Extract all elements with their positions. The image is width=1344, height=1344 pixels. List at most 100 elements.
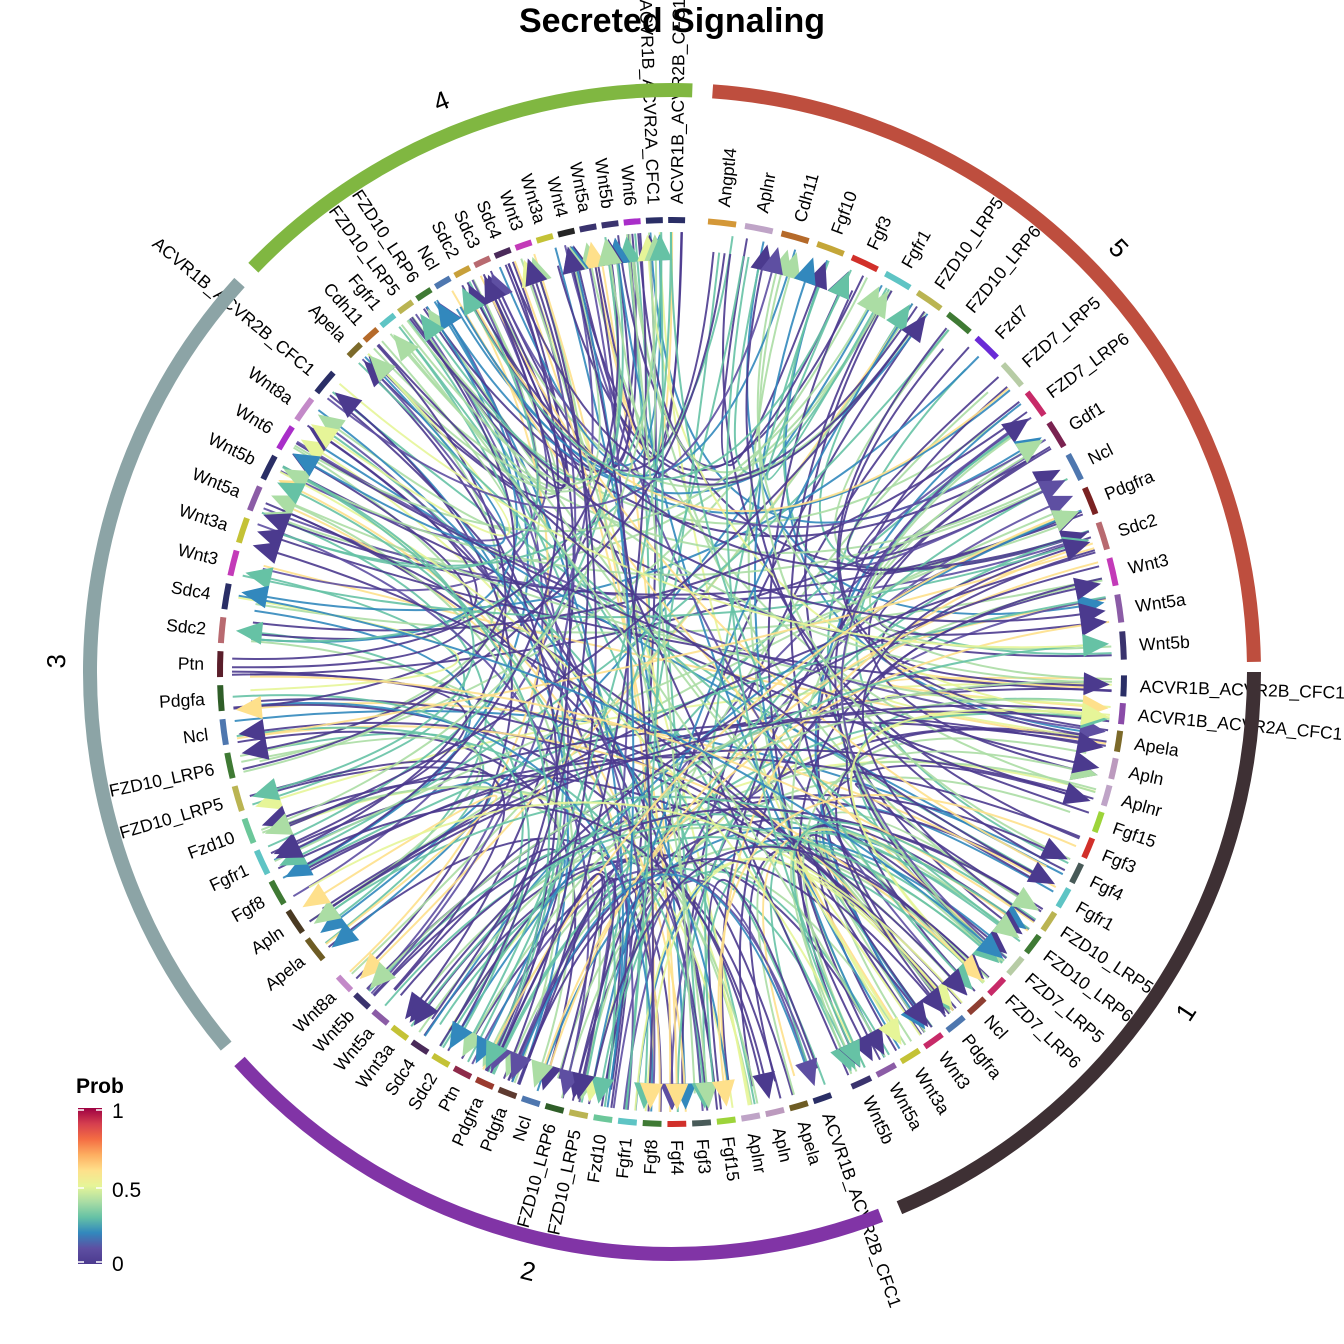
sector-sdc2: [453, 265, 472, 279]
chord: [377, 343, 1042, 879]
chord: [588, 845, 977, 1105]
sector-apela: [788, 1100, 809, 1112]
chord: [498, 250, 662, 467]
chord: [834, 386, 1008, 950]
arrowhead: [1001, 418, 1030, 443]
sector-label: Fgf15: [718, 1135, 743, 1182]
sector-wnt4: [557, 227, 576, 238]
chord: [323, 353, 511, 537]
sector-wnt8a: [294, 397, 315, 422]
sector-sdc2: [1095, 521, 1110, 551]
arrowhead: [317, 414, 346, 439]
chord: [493, 288, 850, 1076]
arrowhead: [975, 932, 1004, 959]
chord: [329, 394, 716, 1092]
chord: [251, 702, 1057, 888]
chord: [251, 232, 663, 643]
sector-label: Fgf4: [1087, 871, 1127, 905]
chord: [299, 748, 1094, 873]
sector-fzd7_lrp6: [987, 976, 1007, 997]
sector-fzd7_lrp5: [1000, 362, 1024, 388]
sector-fgf10: [816, 241, 845, 257]
sector-label: Wnt8a: [244, 363, 297, 409]
arrowhead: [1039, 837, 1068, 860]
chord: [467, 231, 672, 1043]
chord: [489, 873, 604, 1079]
chord: [725, 256, 866, 1068]
chord: [274, 516, 1065, 863]
arrowhead: [1050, 510, 1080, 532]
legend-tick-0-5: 0.5: [112, 1179, 141, 1202]
sector-ncl: [1065, 453, 1084, 481]
sector-fzd7_lrp6: [1024, 390, 1047, 417]
sector-fgfr1: [253, 849, 271, 876]
legend: Prob 1 0.5 0: [76, 1075, 141, 1276]
sector-acvr1b_acvr2a_cfc1: [1118, 702, 1126, 725]
chord: [282, 465, 1076, 798]
legend-tick-0: 0: [112, 1253, 124, 1276]
sector-angptl4: [707, 218, 737, 228]
sector-label: Sdc2: [1115, 510, 1159, 541]
sector-fzd10_lrp6: [415, 287, 433, 302]
sector-fzd10_lrp5: [231, 785, 245, 812]
group-label-4: 4: [429, 84, 454, 117]
arrowhead: [1082, 634, 1110, 657]
sector-fgfr1: [379, 312, 397, 329]
arrowhead: [1078, 603, 1106, 626]
chord: [411, 316, 1094, 684]
chord: [289, 344, 507, 853]
sector-aplnr: [744, 222, 774, 235]
sector-label: Wnt5b: [1139, 632, 1191, 655]
sector-fgf8: [642, 1120, 662, 1127]
sector-ncl: [219, 718, 229, 746]
sector-fgf3: [692, 1119, 712, 1127]
chord: [479, 275, 1047, 868]
chord: [414, 261, 575, 1008]
sector-label: Fgf10: [827, 188, 862, 237]
arrowhead: [903, 999, 929, 1028]
sector-fzd10: [241, 817, 257, 845]
arrowhead: [283, 469, 313, 492]
arrowhead: [462, 287, 485, 317]
sector-wnt5a: [247, 485, 263, 512]
chord: [520, 258, 709, 1093]
sector-fzd10_lrp6: [544, 1103, 565, 1114]
arrowhead: [752, 1071, 775, 1099]
sector-label: Wnt3: [1126, 549, 1170, 578]
arrowhead: [331, 922, 360, 948]
chord: [471, 868, 815, 1070]
arrowhead: [485, 1039, 508, 1069]
arrowhead: [1015, 439, 1044, 464]
chord: [277, 513, 1084, 596]
chord: [373, 347, 1051, 554]
sector-label: Cdh11: [790, 171, 823, 225]
arrowhead: [572, 1071, 595, 1100]
sector-label: Ptn: [434, 1082, 464, 1115]
group-label-5: 5: [1103, 232, 1135, 263]
chord: [394, 848, 563, 1072]
sector-wnt3: [1106, 557, 1119, 587]
chord: [242, 543, 1075, 619]
chord: [249, 760, 506, 991]
chord: [265, 502, 942, 999]
sector-wnt8a: [335, 974, 354, 993]
chord: [792, 821, 1037, 1054]
chord: [238, 594, 992, 949]
sector-fzd10_lrp5: [915, 289, 943, 312]
sector-wnt5b: [260, 454, 278, 481]
sector-apela: [1113, 730, 1124, 753]
arrowhead: [1037, 480, 1066, 502]
sector-fzd10_lrp5: [568, 1109, 589, 1120]
chord: [570, 261, 654, 1112]
chord: [468, 269, 852, 481]
sector-label: Wnt5a: [189, 464, 244, 502]
sector-label: Pdgfra: [1101, 466, 1157, 504]
chord: [626, 234, 696, 1094]
sector-label: ACVR1B_ACVR2B_CFC1: [667, 0, 690, 204]
sector-pdgfra: [474, 1076, 495, 1090]
chord: [267, 465, 475, 793]
sector-fzd7: [974, 335, 999, 360]
chord: [766, 285, 888, 481]
arrowhead: [1071, 750, 1100, 774]
arrowhead: [235, 621, 264, 645]
